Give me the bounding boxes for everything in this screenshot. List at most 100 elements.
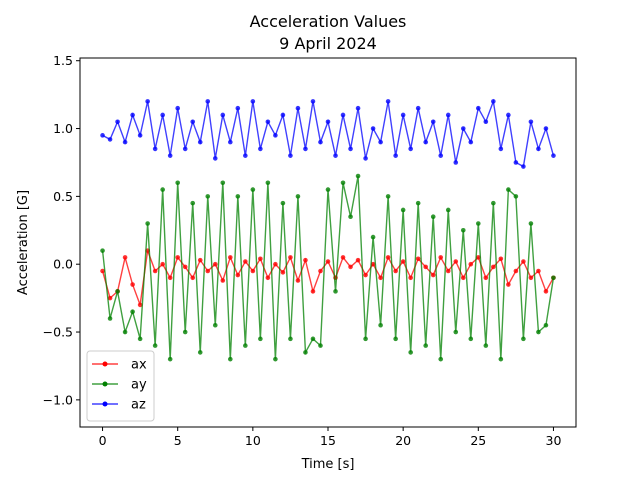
- series-ay-point: [498, 356, 504, 362]
- series-az-point: [355, 105, 361, 111]
- series-az-point: [393, 153, 398, 158]
- series-ay-point: [197, 350, 203, 355]
- series-az-point: [310, 99, 316, 104]
- series-ay-point: [521, 336, 526, 342]
- x-tick-label: 5: [174, 433, 182, 448]
- series-ay-point: [536, 329, 541, 335]
- series-az-point: [190, 119, 196, 125]
- series-ay-point: [363, 336, 368, 342]
- series-az-point: [370, 126, 376, 131]
- series-ay-point: [340, 180, 346, 186]
- series-az-point: [280, 112, 286, 118]
- series-ax-point: [288, 255, 293, 260]
- series-az-point: [318, 139, 323, 145]
- series-ax-point: [445, 268, 451, 274]
- series-az-point: [453, 160, 459, 165]
- legend-label: ay: [131, 378, 147, 393]
- series-az-point: [438, 153, 444, 158]
- series-ay-point: [333, 289, 338, 294]
- series-az-point: [160, 112, 165, 118]
- series-az-point: [288, 153, 293, 158]
- series-az-point: [182, 146, 188, 152]
- series-az-point: [528, 119, 534, 125]
- series-ax-point: [536, 268, 541, 274]
- series-ax-point: [182, 264, 188, 270]
- series-ay-point: [273, 356, 278, 362]
- legend-swatch-marker: [102, 381, 108, 387]
- series-az-point: [543, 126, 549, 131]
- series-ax-point: [423, 264, 429, 270]
- series-ay-point: [551, 275, 556, 281]
- series-az-point: [107, 137, 113, 142]
- series-ay-point: [460, 227, 466, 233]
- series-ax-point: [137, 302, 143, 308]
- series-az-point: [506, 112, 511, 118]
- series-ay-point: [250, 187, 256, 192]
- series-ay-point: [152, 343, 158, 348]
- series-ax-point: [130, 282, 135, 287]
- series-ay-point: [378, 322, 383, 328]
- legend-swatch-marker: [102, 401, 108, 407]
- y-tick-label: −0.5: [43, 325, 73, 340]
- series-ax-point: [310, 289, 316, 294]
- series-az-point: [258, 146, 263, 152]
- series-ax-point: [295, 278, 301, 283]
- series-ay-point: [280, 200, 286, 206]
- legend-item-az: az: [92, 398, 146, 413]
- series-ax-point: [528, 275, 534, 281]
- legend-label: ax: [131, 358, 147, 373]
- series-ay-point: [453, 329, 459, 335]
- series-az-point: [408, 146, 413, 152]
- series-ax-point: [370, 261, 376, 267]
- series-ay-point: [528, 221, 534, 226]
- series-ay-point: [370, 234, 376, 240]
- legend-label: az: [131, 398, 146, 413]
- legend-item-ay: ay: [92, 378, 147, 393]
- chart-subtitle: 9 April 2024: [279, 34, 377, 53]
- series-az-point: [445, 112, 451, 118]
- series-ay-point: [235, 194, 241, 199]
- series-ay-point: [445, 207, 451, 213]
- series-ay-point: [506, 187, 511, 192]
- series-ax-point: [363, 272, 368, 278]
- series-az-point: [483, 119, 489, 125]
- series-ay-point: [468, 336, 474, 342]
- series-az-point: [137, 133, 143, 138]
- series-ay-point: [355, 173, 361, 179]
- series-az-point: [235, 105, 241, 111]
- series-ay-point: [438, 356, 444, 362]
- series-az-point: [400, 112, 406, 118]
- series-ay-point: [513, 194, 519, 199]
- series-ay-point: [483, 343, 489, 348]
- x-tick-label: 15: [320, 433, 336, 448]
- chart-title: Acceleration Values: [250, 12, 407, 31]
- series-ay-point: [491, 200, 496, 206]
- series-ax-point: [122, 255, 128, 260]
- series-az-point: [468, 139, 474, 145]
- legend-swatch-marker: [102, 361, 108, 367]
- series-ax-point: [280, 270, 286, 275]
- x-tick-label: 25: [470, 433, 486, 448]
- series-ay-point: [100, 248, 105, 253]
- series-ax-point: [400, 259, 406, 264]
- series-ax-point: [258, 256, 263, 262]
- series-ax-point: [265, 275, 271, 281]
- series-ay-point: [318, 343, 323, 348]
- series-ax-point: [152, 268, 158, 274]
- x-tick-label: 0: [99, 433, 107, 448]
- series-ay-point: [430, 214, 436, 220]
- series-ax-point: [393, 268, 398, 274]
- series-az-point: [521, 164, 526, 169]
- series-ay-point: [258, 336, 263, 342]
- series-az-point: [152, 146, 158, 152]
- series-ax-point: [340, 255, 346, 260]
- series-ax-point: [430, 272, 436, 278]
- series-ax-point: [107, 295, 113, 301]
- series-ay-point: [385, 194, 391, 199]
- series-layer: [100, 98, 556, 362]
- series-ax-point: [250, 268, 256, 274]
- series-ay-point: [303, 350, 308, 355]
- x-axis-label: Time [s]: [301, 457, 355, 472]
- series-ay-point: [115, 289, 120, 294]
